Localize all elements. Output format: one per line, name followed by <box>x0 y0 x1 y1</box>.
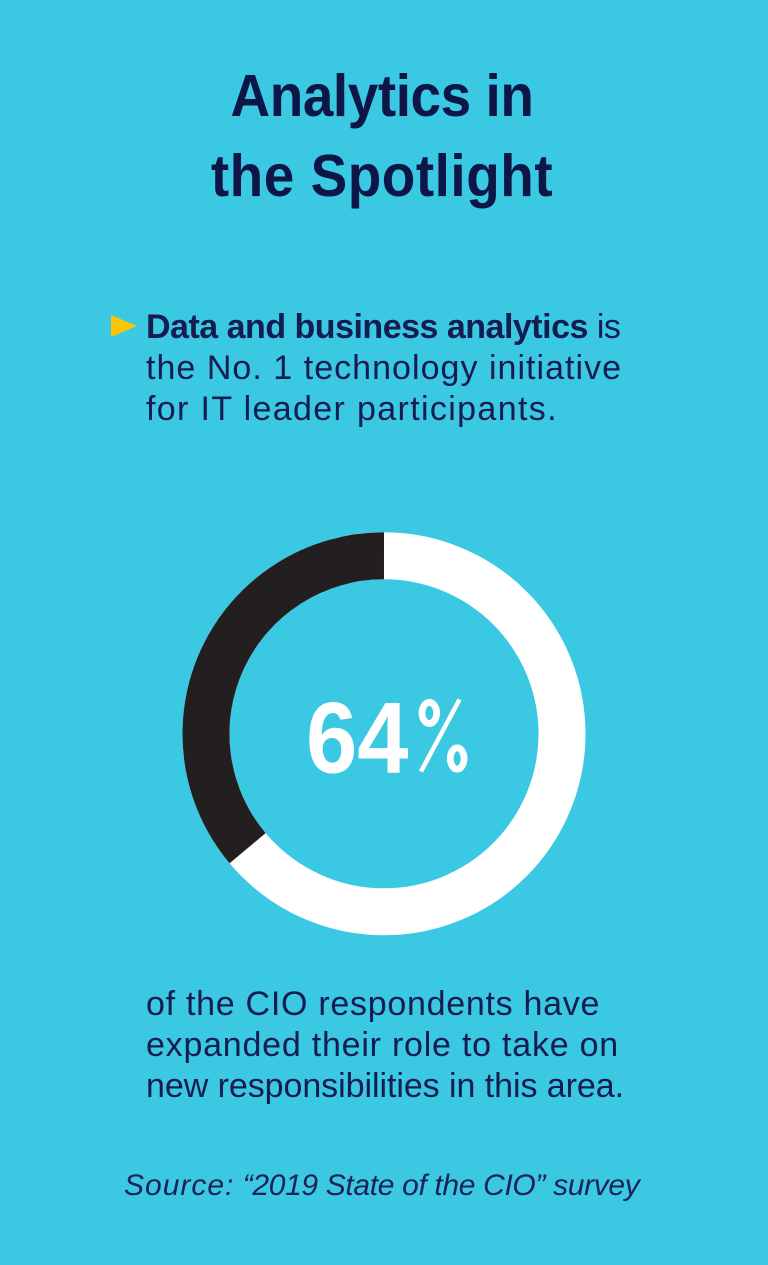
svg-text:64: 64 <box>306 682 409 794</box>
